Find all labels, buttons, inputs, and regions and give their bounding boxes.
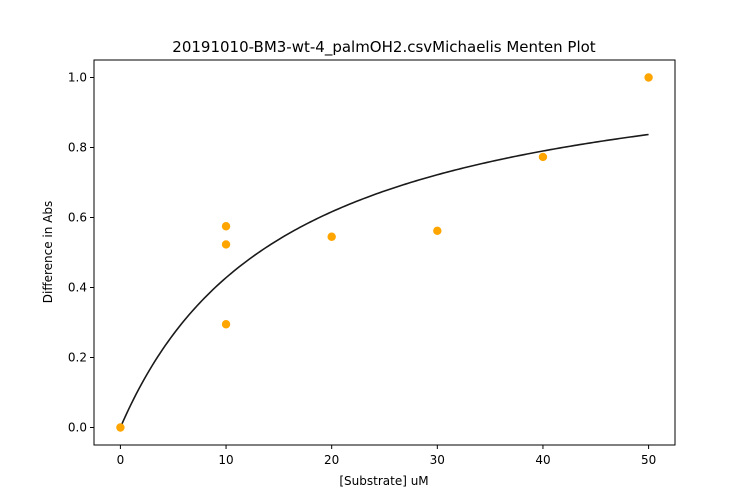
fit-curve-line	[119, 133, 649, 428]
x-axis-label: [Substrate] uM	[339, 474, 428, 488]
chart-title: 20191010-BM3-wt-4_palmOH2.csvMichaelis M…	[172, 38, 596, 57]
data-point	[221, 222, 231, 231]
x-tick-label: 10	[218, 453, 233, 467]
data-point	[644, 73, 653, 82]
plot-area	[116, 73, 653, 432]
y-axis-label: Difference in Abs	[41, 201, 55, 304]
x-tick-label: 50	[641, 453, 656, 467]
y-tick-label: 0.4	[68, 281, 87, 295]
x-tick-label: 0	[117, 453, 125, 467]
y-tick-label: 0.2	[68, 351, 87, 365]
data-point	[116, 423, 125, 432]
x-tick-label: 40	[535, 453, 550, 467]
y-tick-label: 0.8	[68, 141, 87, 155]
y-tick-label: 0.0	[68, 421, 87, 435]
y-tick-label: 0.6	[68, 211, 87, 225]
y-axis: 0.0 0.2 0.4 0.6 0.8 1.0	[68, 71, 94, 435]
y-tick-label: 1.0	[68, 71, 87, 85]
x-tick-label: 30	[430, 453, 445, 467]
x-tick-label: 20	[324, 453, 339, 467]
x-axis: 0 10 20 30 40 50	[117, 445, 656, 467]
data-point	[327, 232, 336, 241]
data-point	[433, 226, 442, 235]
data-point	[221, 320, 231, 329]
data-point	[221, 240, 231, 249]
plot-frame	[93, 59, 676, 446]
data-point	[538, 152, 548, 162]
